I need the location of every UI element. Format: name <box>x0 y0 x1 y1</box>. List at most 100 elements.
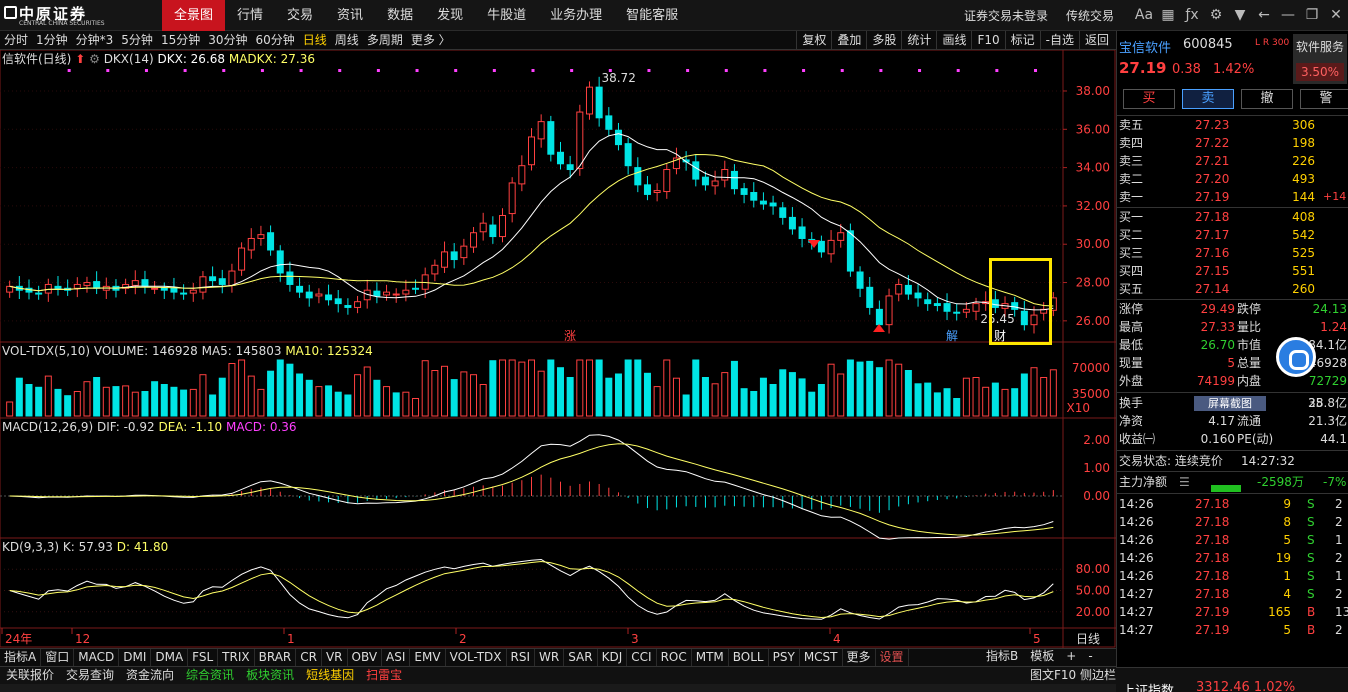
index-ticker-bar[interactable]: 上证指数 3312.46 1.02% <box>1116 667 1348 692</box>
indicator-tab-brar[interactable]: BRAR <box>255 649 297 666</box>
period-tab-more[interactable]: 更多 〉 <box>410 33 451 47</box>
tool-mark-button[interactable]: 标记 <box>1004 31 1040 49</box>
bid-row[interactable]: 买三 27.16 525 <box>1119 246 1315 260</box>
login-status-link[interactable]: 证券交易未登录 <box>963 9 1048 23</box>
back-arrow-icon[interactable]: ← <box>1258 7 1270 23</box>
indicator-tab-sar[interactable]: SAR <box>564 649 598 666</box>
indicator-tab-kdj[interactable]: KDJ <box>598 649 628 666</box>
indicator-tab-wr[interactable]: WR <box>535 649 565 666</box>
candlestick-chart[interactable]: 38.0036.0034.0032.0030.0028.0026.0038.72… <box>0 50 1116 648</box>
menu-item-business[interactable]: 业务办理 <box>550 8 603 23</box>
indicator-tab-window[interactable]: 窗口 <box>41 649 75 666</box>
settings-small-icon[interactable]: ⚙ <box>89 52 100 66</box>
tool-draw-button[interactable]: 画线 <box>936 31 971 49</box>
func-minesweeper[interactable]: 扫雷宝 <box>366 668 403 682</box>
indicator-tab-dmi[interactable]: DMI <box>119 649 152 666</box>
indicator-tab-mcst[interactable]: MCST <box>800 649 843 666</box>
trade-mode-link[interactable]: 传统交易 <box>1065 9 1114 23</box>
menu-item-bull-path[interactable]: 牛股道 <box>487 8 527 23</box>
indicator-tab-mtm[interactable]: MTM <box>692 649 729 666</box>
period-tab-timeshare[interactable]: 分时 <box>4 33 29 47</box>
menu-item-market[interactable]: 行情 <box>237 8 264 23</box>
indicator-tab-cci[interactable]: CCI <box>627 649 657 666</box>
buy-button[interactable]: 买 <box>1123 89 1175 109</box>
func-sector-news[interactable]: 板块资讯 <box>246 668 295 682</box>
grid-icon[interactable]: ▦ <box>1161 7 1175 23</box>
indicator-tab-a[interactable]: 指标A <box>0 649 42 666</box>
indicator-tab-vol-tdx[interactable]: VOL-TDX <box>446 649 507 666</box>
bid-row[interactable]: 买一 27.18 408 <box>1119 210 1315 224</box>
bid-row[interactable]: 买二 27.17 542 <box>1119 228 1315 242</box>
formula-icon[interactable]: ƒx <box>1185 7 1199 23</box>
menu-item-service[interactable]: 智能客服 <box>626 8 679 23</box>
cancel-order-button[interactable]: 撤 <box>1241 89 1293 109</box>
period-tab-5min[interactable]: 5分钟 <box>121 33 153 47</box>
settings-gear-icon[interactable]: ⚙ <box>1209 7 1223 23</box>
ask-row[interactable]: 卖二 27.20 493 <box>1119 172 1315 186</box>
period-tab-weekly[interactable]: 周线 <box>334 33 359 47</box>
period-tab-daily[interactable]: 日线 <box>302 33 327 47</box>
indicator-tab-more[interactable]: 更多 <box>843 649 876 666</box>
period-tab-3min[interactable]: 分钟*3 <box>75 33 114 47</box>
indicator-tab-asi[interactable]: ASI <box>382 649 411 666</box>
ask-row[interactable]: 卖五 27.23 306 <box>1119 118 1315 132</box>
period-tab-60min[interactable]: 60分钟 <box>255 33 295 47</box>
tool-watchlist-button[interactable]: -自选 <box>1039 31 1079 49</box>
menu-item-discover[interactable]: 发现 <box>437 8 464 23</box>
menu-item-news[interactable]: 资讯 <box>337 8 364 23</box>
add-window-button[interactable]: + <box>1066 649 1077 663</box>
period-tab-1min[interactable]: 1分钟 <box>36 33 68 47</box>
indicator-tab-cr[interactable]: CR <box>296 649 322 666</box>
indicator-tab-settings[interactable]: 设置 <box>876 649 909 666</box>
indicator-tab-macd[interactable]: MACD <box>74 649 120 666</box>
tool-multi-stock-button[interactable]: 多股 <box>866 31 901 49</box>
indicator-tab-emv[interactable]: EMV <box>410 649 446 666</box>
period-tab-15min[interactable]: 15分钟 <box>160 33 201 47</box>
indicator-tab-vr[interactable]: VR <box>322 649 348 666</box>
sell-button[interactable]: 卖 <box>1182 89 1234 109</box>
indicator-tab-roc[interactable]: ROC <box>657 649 692 666</box>
tool-adjust-button[interactable]: 复权 <box>796 31 831 49</box>
indicator-tab-psy[interactable]: PSY <box>769 649 800 666</box>
alert-button[interactable]: 警 <box>1300 89 1348 109</box>
ask-row[interactable]: 卖一 27.19 144 +14 <box>1119 190 1347 204</box>
main-flow-row[interactable]: 主力净额 ☰ -2598万 -7% <box>1117 473 1348 491</box>
indicator-tab-rsi[interactable]: RSI <box>507 649 536 666</box>
indicator-tab-fsl[interactable]: FSL <box>188 649 219 666</box>
indicator-tab-boll[interactable]: BOLL <box>729 649 769 666</box>
menu-item-overview[interactable]: 全景图 <box>162 0 226 31</box>
sector-button[interactable]: 软件服务 3.50% <box>1293 34 1347 84</box>
menu-item-data[interactable]: 数据 <box>387 8 414 23</box>
func-news[interactable]: 综合资讯 <box>186 668 235 682</box>
floating-assistant-button[interactable] <box>1276 337 1316 377</box>
indicator-tab-dma[interactable]: DMA <box>151 649 189 666</box>
chart-area[interactable]: 38.00 36.00 34.00 32.00 30.00 28.00 26.00 38.72… <box>0 50 1116 648</box>
ask-row[interactable]: 卖三 27.21 226 <box>1119 154 1315 168</box>
period-tab-30min[interactable]: 30分钟 <box>208 33 248 47</box>
tool-stats-button[interactable]: 统计 <box>901 31 936 49</box>
close-icon[interactable]: ✕ <box>1330 7 1342 23</box>
tool-back-button[interactable]: 返回 <box>1078 31 1114 49</box>
template-button[interactable]: 模板 <box>1030 649 1055 663</box>
func-related-quotes[interactable]: 关联报价 <box>6 668 55 682</box>
indicator-b-button[interactable]: 指标B <box>986 649 1019 663</box>
period-tab-multi[interactable]: 多周期 <box>366 33 403 47</box>
minimize-icon[interactable]: — <box>1281 7 1295 23</box>
list-icon[interactable]: ☰ <box>1179 475 1190 489</box>
menu-item-trade[interactable]: 交易 <box>287 8 314 23</box>
func-short-gene[interactable]: 短线基因 <box>306 668 355 682</box>
font-size-icon[interactable]: Aa <box>1134 7 1154 23</box>
tool-f10-button[interactable]: F10 <box>971 31 1004 49</box>
func-trade-query[interactable]: 交易查询 <box>66 668 115 682</box>
indicator-tab-trix[interactable]: TRIX <box>218 649 255 666</box>
skin-shirt-icon[interactable]: ▼ <box>1234 7 1246 23</box>
func-capital-flow[interactable]: 资金流向 <box>126 668 175 682</box>
remove-window-button[interactable]: - <box>1088 649 1093 663</box>
func-right-links[interactable]: 图文F10 侧边栏 <box>1030 668 1116 682</box>
restore-window-icon[interactable]: ❐ <box>1305 7 1319 23</box>
tool-overlay-button[interactable]: 叠加 <box>831 31 866 49</box>
bid-row[interactable]: 买四 27.15 551 <box>1119 264 1315 278</box>
stock-name[interactable]: 宝信软件 <box>1119 41 1172 56</box>
indicator-tab-obv[interactable]: OBV <box>348 649 383 666</box>
ask-row[interactable]: 卖四 27.22 198 <box>1119 136 1315 150</box>
